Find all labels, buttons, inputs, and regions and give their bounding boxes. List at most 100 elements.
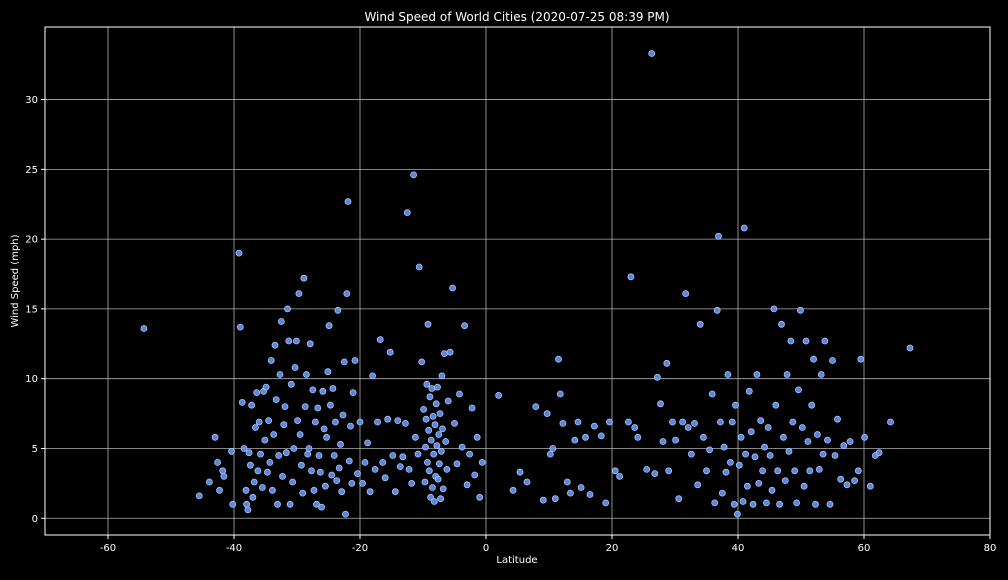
data-point	[654, 373, 661, 381]
x-tick-label: 0	[483, 543, 489, 554]
data-point	[306, 340, 314, 348]
data-point	[571, 436, 579, 444]
data-point	[826, 500, 834, 508]
data-point	[567, 489, 574, 497]
data-point	[429, 412, 437, 420]
data-point	[295, 290, 303, 298]
data-point	[446, 348, 454, 356]
data-point	[759, 467, 766, 475]
x-axis-label: Latitude	[496, 555, 537, 566]
data-point	[783, 371, 791, 378]
data-point	[840, 442, 848, 450]
data-point	[669, 418, 676, 426]
data-point	[720, 443, 728, 451]
data-point	[251, 424, 259, 431]
data-point	[770, 305, 778, 313]
data-point	[532, 403, 540, 411]
data-point	[245, 449, 253, 457]
data-point	[396, 463, 404, 471]
data-point	[262, 383, 270, 391]
data-point	[275, 452, 283, 459]
data-point	[682, 290, 690, 298]
data-point	[458, 443, 466, 451]
data-point	[789, 418, 797, 426]
data-point	[437, 447, 445, 455]
data-point	[602, 499, 610, 507]
data-point	[665, 467, 673, 475]
data-point	[266, 458, 274, 466]
data-point	[430, 450, 438, 458]
data-point	[405, 465, 413, 473]
plot-frame	[44, 26, 991, 536]
data-point	[257, 450, 264, 458]
data-point	[287, 380, 295, 388]
data-point	[270, 431, 278, 438]
data-point	[675, 495, 683, 503]
data-point	[793, 499, 800, 507]
y-tick-label: 0	[32, 514, 38, 525]
data-point	[374, 418, 382, 426]
data-point	[821, 337, 829, 345]
data-point	[597, 432, 605, 440]
data-point	[261, 436, 269, 444]
data-point	[582, 433, 589, 441]
data-point	[240, 445, 248, 452]
data-point	[814, 431, 821, 438]
data-point	[255, 418, 263, 426]
data-point	[866, 482, 874, 490]
y-tick-label: 25	[25, 165, 38, 176]
data-point	[846, 438, 854, 445]
data-point	[730, 500, 738, 508]
data-point	[574, 418, 582, 426]
data-point	[422, 415, 430, 423]
chart-title: Wind Speed of World Cities (2020-07-25 0…	[364, 10, 669, 24]
data-point	[211, 433, 219, 441]
data-point	[663, 359, 671, 367]
data-point	[242, 486, 250, 494]
data-point	[369, 372, 377, 380]
data-point	[425, 426, 433, 434]
data-point	[342, 510, 349, 518]
data-point	[325, 322, 333, 330]
data-point	[440, 350, 448, 358]
data-point	[437, 495, 445, 503]
data-point	[717, 418, 724, 426]
data-point	[432, 400, 440, 408]
x-tick-label: 40	[732, 543, 745, 554]
grid-layer	[45, 27, 991, 535]
data-point	[249, 493, 257, 501]
data-point	[427, 493, 435, 501]
data-point	[318, 503, 326, 511]
data-point	[140, 325, 148, 332]
data-point	[301, 403, 309, 411]
data-point	[797, 306, 804, 314]
y-tick-label: 5	[32, 444, 38, 455]
data-point	[268, 486, 276, 494]
y-tick-label: 15	[25, 304, 38, 315]
data-point	[423, 458, 431, 466]
data-point	[778, 320, 785, 328]
data-point	[815, 465, 823, 473]
data-point	[330, 452, 338, 459]
data-point	[715, 232, 722, 240]
data-point	[739, 498, 747, 505]
data-point	[410, 171, 418, 179]
data-point	[248, 401, 256, 409]
data-point	[299, 489, 307, 497]
data-point	[418, 358, 426, 366]
data-point	[802, 337, 810, 345]
data-point	[749, 500, 757, 508]
points-layer	[140, 50, 914, 518]
data-point	[478, 458, 486, 466]
data-point	[265, 417, 273, 425]
data-point	[292, 337, 300, 345]
x-tick-label: -60	[100, 543, 116, 554]
data-point	[453, 460, 461, 468]
data-point	[356, 418, 364, 426]
data-point	[195, 492, 203, 500]
data-point	[235, 249, 243, 257]
data-point	[728, 418, 736, 426]
data-point	[337, 440, 344, 448]
data-point	[473, 433, 481, 441]
